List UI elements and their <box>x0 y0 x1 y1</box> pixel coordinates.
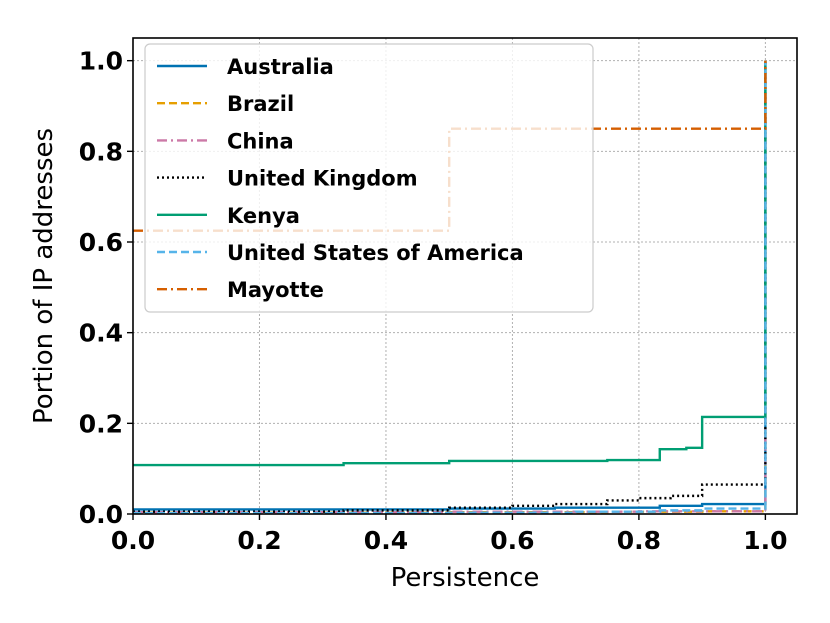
x-tick-label: 1.0 <box>743 526 787 555</box>
y-tick-label: 0.4 <box>79 319 123 348</box>
legend-label: Australia <box>227 55 334 79</box>
x-axis-label: Persistence <box>391 563 540 593</box>
series-lines <box>133 60 767 515</box>
y-tick-label: 0.6 <box>79 228 123 257</box>
x-tick-label: 0.8 <box>617 526 661 555</box>
legend-label: United States of America <box>227 241 524 265</box>
y-axis-label: Portion of IP addresses <box>29 128 59 424</box>
series-line-united-kingdom <box>133 60 767 513</box>
legend-box <box>144 43 594 313</box>
legend-label: Mayotte <box>227 278 324 302</box>
y-tick-label: 0.2 <box>79 409 123 438</box>
x-tick-label: 0.2 <box>237 526 281 555</box>
plot-frame <box>132 37 798 515</box>
legend-label: Brazil <box>227 92 294 116</box>
legend-label: United Kingdom <box>227 167 418 191</box>
y-tick-label: 0.8 <box>79 137 123 166</box>
y-tick-label: 0.0 <box>79 500 123 529</box>
series-line-united-states-of-america <box>133 60 767 515</box>
y-tick-label: 1.0 <box>79 47 123 76</box>
legend-label: Kenya <box>227 204 300 228</box>
x-tick-label: 0.0 <box>111 526 155 555</box>
x-tick-label: 0.6 <box>490 526 534 555</box>
ticks: 0.0 0.2 0.4 0.6 0.8 1.0 0.0 0.2 0.4 0.6 0.8 1.0 <box>79 47 788 555</box>
series-line-kenya <box>133 60 767 467</box>
series-line-australia <box>133 60 767 511</box>
x-tick-label: 0.4 <box>364 526 408 555</box>
legend: Australia Brazil China United Kingdom Kenya U… <box>144 43 594 313</box>
legend-label: China <box>227 129 294 153</box>
